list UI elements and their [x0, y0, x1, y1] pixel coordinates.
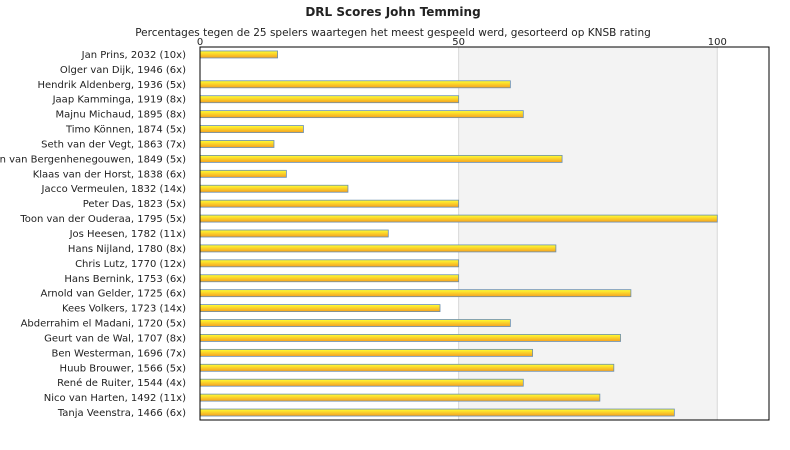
bar — [199, 199, 460, 208]
bar — [199, 140, 275, 148]
bar — [199, 289, 632, 298]
category-label: Hans Bernink, 1753 (6x) — [64, 274, 186, 285]
plot-frame — [199, 46, 770, 421]
category-label: Toon van der Ouderaa, 1795 (5x) — [19, 214, 186, 225]
bar — [199, 363, 615, 372]
category-label: Jan Prins, 2032 (10x) — [81, 50, 186, 61]
bar — [199, 348, 534, 357]
category-label: Olger van Dijk, 1946 (6x) — [60, 65, 186, 76]
bar — [199, 393, 601, 402]
bar — [199, 110, 524, 119]
category-label: Tanja Veenstra, 1466 (6x) — [57, 408, 186, 419]
x-tick-label: 50 — [452, 37, 465, 48]
bar — [199, 408, 675, 417]
bar — [199, 229, 389, 238]
category-label: Majnu Michaud, 1895 (8x) — [55, 110, 186, 121]
bar — [199, 378, 524, 387]
category-label: Hans Nijland, 1780 (8x) — [68, 244, 186, 255]
category-label: Abderrahim el Madani, 1720 (5x) — [21, 319, 187, 330]
category-label: Jos Heesen, 1782 (11x) — [69, 229, 187, 240]
chart-subtitle: Percentages tegen de 25 spelers waartege… — [135, 27, 651, 39]
category-label: Klaas van der Horst, 1838 (6x) — [33, 169, 186, 180]
category-label: Chris Lutz, 1770 (12x) — [75, 259, 186, 270]
bar — [199, 80, 511, 89]
bar — [199, 95, 460, 104]
bar — [199, 154, 563, 163]
chart-title: DRL Scores John Temming — [305, 5, 480, 19]
bar — [199, 125, 304, 133]
grid-band — [458, 47, 718, 420]
x-tick-label: 0 — [197, 37, 203, 48]
category-label: Jaap Kamminga, 1919 (8x) — [52, 95, 186, 106]
category-label: Seth van der Vegt, 1863 (7x) — [41, 139, 186, 150]
category-label: Jeroen van Bergenhenegouwen, 1849 (5x) — [0, 154, 186, 165]
category-label: Nico van Harten, 1492 (11x) — [44, 393, 186, 404]
bar — [199, 184, 349, 193]
bar — [199, 214, 718, 223]
bar — [199, 50, 278, 59]
bar — [199, 274, 460, 283]
category-label: Arnold van Gelder, 1725 (6x) — [41, 289, 187, 300]
category-label: Jacco Vermeulen, 1832 (14x) — [41, 184, 187, 195]
category-label: Kees Volkers, 1723 (14x) — [62, 304, 186, 315]
category-label: Geurt van de Wal, 1707 (8x) — [44, 333, 186, 344]
category-label: René de Ruiter, 1544 (4x) — [57, 377, 186, 389]
category-label: Ben Westerman, 1696 (7x) — [52, 348, 187, 359]
bar — [199, 334, 621, 342]
x-tick-label: 100 — [708, 37, 727, 48]
bar — [199, 259, 460, 268]
bar — [199, 304, 441, 313]
category-label: Timo Können, 1874 (5x) — [65, 125, 186, 136]
category-label: Hendrik Aldenberg, 1936 (5x) — [37, 80, 186, 91]
bar — [199, 244, 557, 253]
category-label: Huub Brouwer, 1566 (5x) — [60, 363, 187, 374]
category-label: Peter Das, 1823 (5x) — [83, 199, 186, 210]
bar — [199, 319, 511, 327]
bar — [199, 169, 287, 178]
